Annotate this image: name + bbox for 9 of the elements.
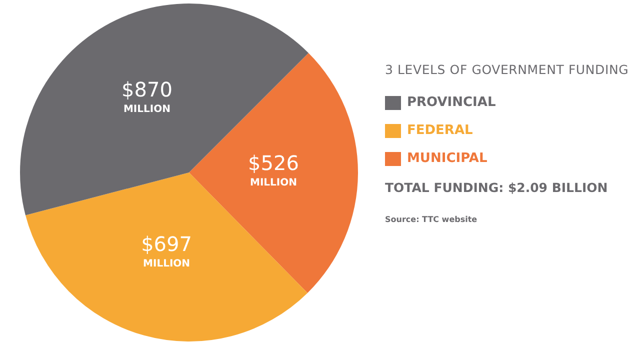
data-label: $526 MILLION [248, 151, 299, 188]
legend-label: FEDERAL [407, 123, 473, 138]
data-label: $697 MILLION [141, 232, 192, 270]
data-label: $870 MILLION [122, 77, 172, 115]
text: TOTAL FUNDING: $2.09 BILLION [385, 180, 609, 195]
legend-label: PROVINCIAL [407, 95, 496, 110]
legend-label: MUNICIPAL [407, 151, 488, 166]
legend-title: 3 LEVELS OF GOVERNMENT FUNDING [385, 62, 630, 77]
source-note: Source: TTC website [385, 215, 478, 224]
